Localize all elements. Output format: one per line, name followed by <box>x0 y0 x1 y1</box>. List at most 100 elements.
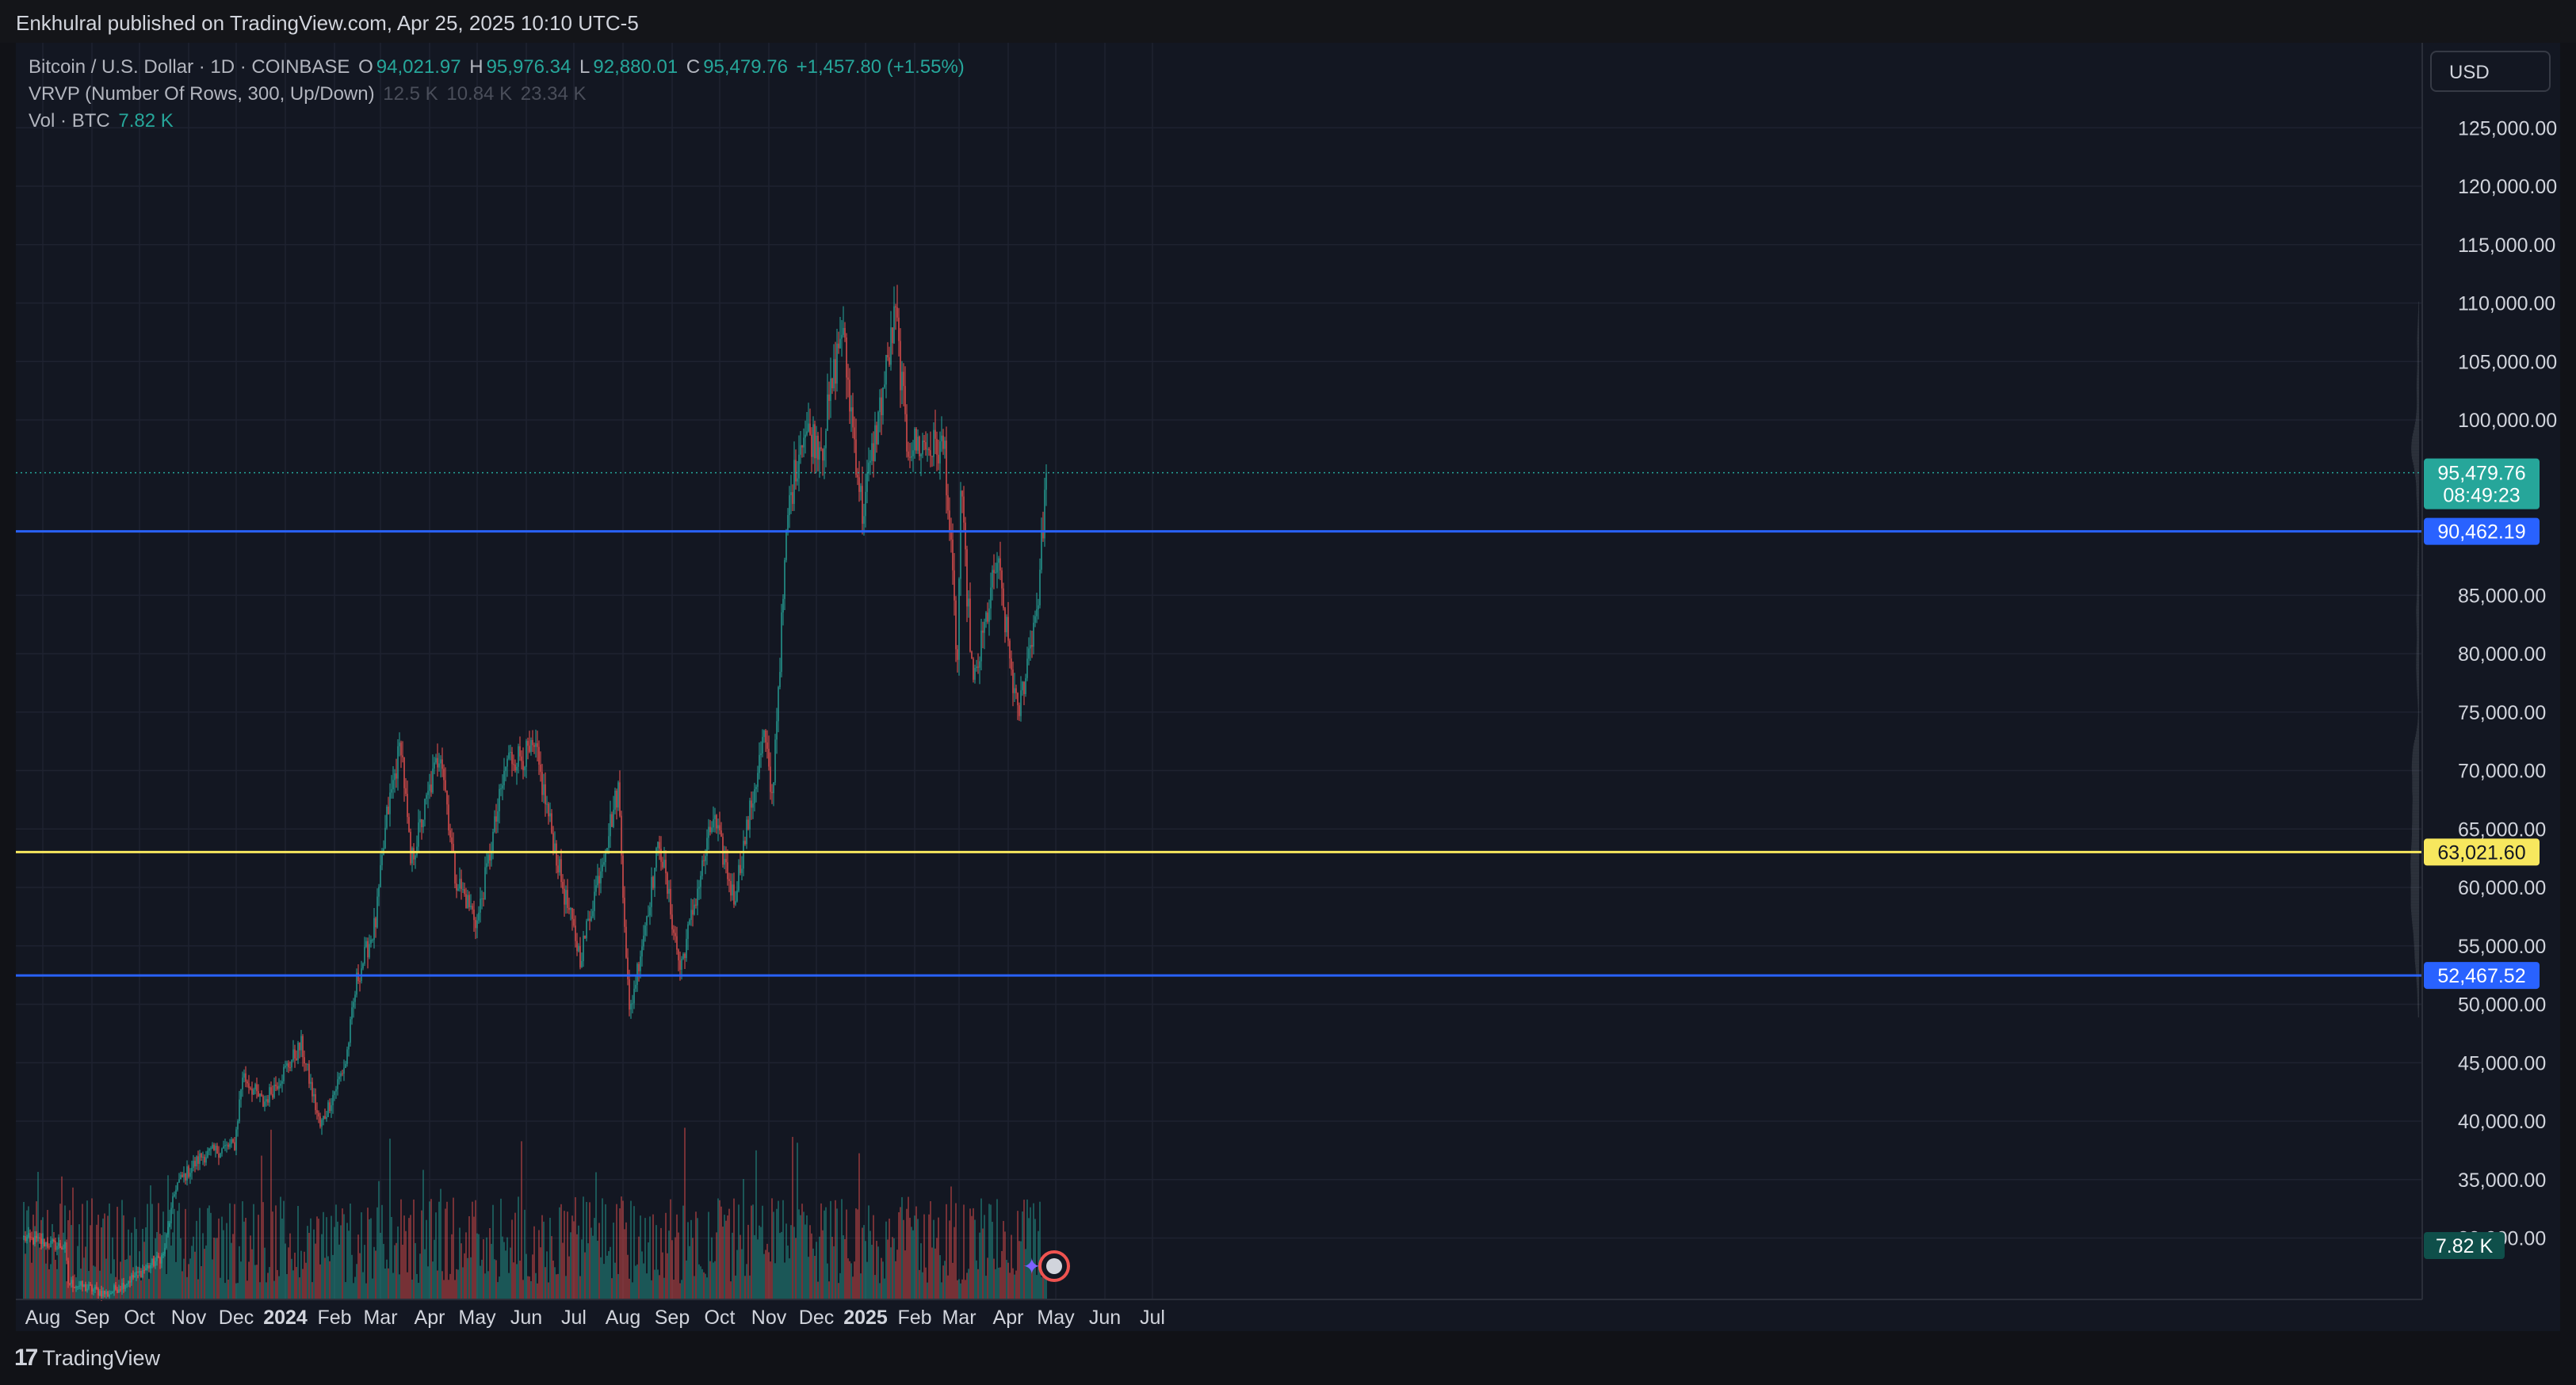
time-axis[interactable]: Aug Sep Oct Nov Dec 2024 Feb Mar Apr May Jun Jul Aug… <box>16 1299 2422 1329</box>
x-tick-label: Aug <box>25 1307 60 1329</box>
candle <box>533 745 535 747</box>
volume-profile-row <box>2412 924 2419 927</box>
volume-profile-row <box>2417 535 2419 539</box>
legend-volume-row[interactable]: Vol · BTC 7.82 K <box>29 108 968 135</box>
volume-bar <box>519 1261 521 1299</box>
candle <box>118 1289 120 1293</box>
volume-bar <box>743 1178 744 1299</box>
legend-volume-label[interactable]: Vol · BTC <box>29 110 110 132</box>
volume-profile-row <box>2411 441 2419 445</box>
volume-bar <box>137 1275 139 1299</box>
volume-bar <box>337 1221 338 1299</box>
chart-area[interactable]: 30,000.0035,000.0040,000.0045,000.0050,0… <box>16 43 2560 1331</box>
volume-bar <box>846 1209 847 1299</box>
volume-bar <box>876 1241 877 1299</box>
volume-bar <box>434 1239 435 1299</box>
volume-bar <box>668 1230 670 1299</box>
publisher-line: Enkhulral published on TradingView.com, … <box>16 11 639 35</box>
candle <box>346 1049 348 1064</box>
volume-bar <box>134 1217 136 1299</box>
volume-bar <box>321 1234 323 1299</box>
volume-profile-row <box>2414 467 2419 471</box>
volume-bar <box>828 1281 830 1299</box>
volume-value-label: 7.82 K <box>2436 1235 2494 1257</box>
currency-button[interactable]: USD <box>2430 51 2551 92</box>
volume-profile-row <box>2414 962 2419 965</box>
volume-profile-row <box>2417 342 2419 345</box>
candle <box>857 475 858 478</box>
candle <box>660 849 662 862</box>
tradingview-logo[interactable]: 17 TradingView <box>14 1344 160 1372</box>
volume-bar <box>560 1204 562 1299</box>
volume-bar <box>109 1203 110 1299</box>
candle <box>773 782 774 793</box>
volume-bar <box>717 1198 719 1299</box>
volume-bar <box>427 1266 429 1299</box>
candle <box>560 859 562 883</box>
volume-bar <box>186 1276 188 1299</box>
volume-profile-row <box>2416 673 2419 676</box>
candle <box>866 473 868 492</box>
volume-bar <box>419 1253 421 1299</box>
volume-bar <box>426 1219 427 1299</box>
volume-bar <box>697 1218 698 1299</box>
volume-bar <box>110 1273 112 1299</box>
candle <box>451 837 453 845</box>
candle <box>755 787 757 789</box>
legend-low-value: 92,880.01 <box>593 56 678 78</box>
volume-bar <box>732 1232 733 1299</box>
volume-profile-row <box>2416 488 2419 492</box>
candle <box>356 972 357 995</box>
volume-profile-row <box>2410 900 2419 904</box>
legend-symbol[interactable]: Bitcoin / U.S. Dollar · 1D · COINBASE <box>29 56 350 78</box>
candle <box>462 889 464 891</box>
candle <box>579 946 581 967</box>
candle <box>362 963 364 969</box>
volume-profile-row <box>2410 895 2419 898</box>
candle <box>980 630 982 662</box>
candle <box>218 1153 220 1158</box>
y-tick-label: 105,000.00 <box>2458 351 2557 373</box>
volume-bar <box>107 1215 109 1299</box>
candle <box>332 1094 334 1105</box>
volume-bar <box>121 1200 123 1299</box>
volume-profile-row <box>2414 953 2419 956</box>
countdown-label: 08:49:23 <box>2443 485 2520 507</box>
candle <box>638 963 640 971</box>
volume-bar <box>331 1215 332 1299</box>
candle <box>264 1101 266 1107</box>
volume-bar <box>461 1243 462 1299</box>
volume-bar <box>440 1189 441 1299</box>
volume-bar <box>641 1251 643 1299</box>
candle <box>876 425 877 444</box>
volume-bar <box>538 1230 540 1299</box>
legend-vrvp-label[interactable]: VRVP (Number Of Rows, 300, Up/Down) <box>29 83 375 105</box>
volume-bar <box>565 1276 567 1299</box>
candle <box>446 790 448 805</box>
volume-profile-row <box>2412 751 2419 755</box>
volume-bar <box>362 1272 364 1299</box>
legend-vrvp-row[interactable]: VRVP (Number Of Rows, 300, Up/Down) 12.5… <box>29 81 968 108</box>
price-axis[interactable]: 30,000.0035,000.0040,000.0045,000.0050,0… <box>1022 43 2557 1299</box>
candle <box>354 994 356 1002</box>
candle <box>725 859 727 863</box>
candle <box>597 876 598 886</box>
volume-profile-row <box>2417 325 2419 328</box>
volume-profile-row <box>2412 822 2419 825</box>
volume-bar <box>990 1204 992 1299</box>
volume-profile-row <box>2412 789 2419 793</box>
volume-bar <box>836 1208 838 1299</box>
volume-bar <box>855 1208 857 1299</box>
price-chart[interactable]: 30,000.0035,000.0040,000.0045,000.0050,0… <box>16 43 2560 1331</box>
candle <box>673 929 675 933</box>
candle <box>422 819 424 827</box>
volume-bar <box>825 1207 827 1299</box>
volume-bar <box>221 1216 223 1299</box>
volume-profile-row <box>2417 555 2419 559</box>
volume-profile-row <box>2417 1011 2419 1015</box>
sparkle-icon[interactable]: ✦ <box>1022 1254 1041 1279</box>
candle <box>530 740 532 752</box>
candle <box>340 1073 342 1077</box>
candle <box>270 1087 272 1094</box>
